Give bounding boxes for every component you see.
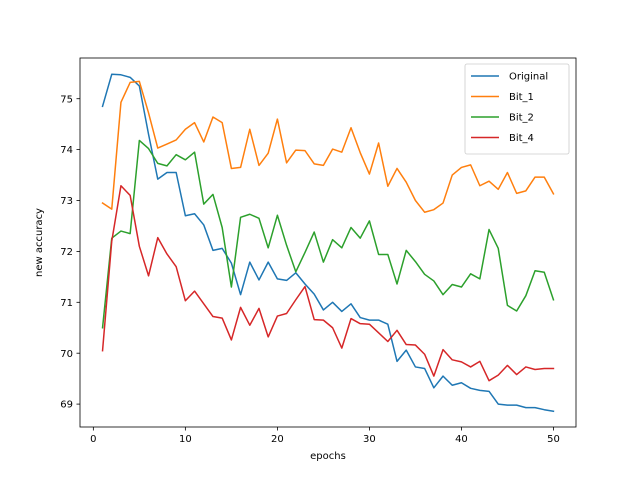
y-tick-label: 73 xyxy=(60,196,73,207)
x-tick-label: 0 xyxy=(90,434,96,445)
series-layer xyxy=(101,73,555,413)
y-tick-label: 75 xyxy=(60,94,73,105)
legend-box xyxy=(464,63,570,155)
legend: Original Bit_1 Bit_2 Bit_4 xyxy=(464,63,570,155)
legend-label-bit-1: Bit_1 xyxy=(509,92,534,103)
x-tick-label: 50 xyxy=(547,434,560,445)
y-tick-label: 70 xyxy=(60,349,73,360)
y-tick-label: 74 xyxy=(60,145,73,156)
x-tick-label: 30 xyxy=(363,434,376,445)
y-tick-label: 72 xyxy=(60,247,73,258)
x-axis-ticks: 0 10 20 30 40 50 xyxy=(90,427,560,445)
y-tick-label: 69 xyxy=(60,400,73,411)
x-tick-label: 20 xyxy=(271,434,284,445)
x-tick-label: 40 xyxy=(455,434,468,445)
x-tick-label: 10 xyxy=(179,434,192,445)
legend-label-original: Original xyxy=(509,72,548,83)
legend-label-bit-4: Bit_4 xyxy=(509,133,534,144)
x-axis-label: epochs xyxy=(310,451,346,462)
legend-label-bit-2: Bit_2 xyxy=(509,113,534,124)
y-axis-label: new accuracy xyxy=(34,208,45,277)
series-line-bit-2 xyxy=(101,139,555,329)
series-line-bit-1 xyxy=(101,80,555,213)
y-tick-label: 71 xyxy=(60,298,73,309)
axes-frame xyxy=(79,57,577,428)
y-axis-ticks: 69 70 71 72 73 74 75 xyxy=(60,94,80,411)
series-line-original xyxy=(101,73,555,413)
series-line-bit-4 xyxy=(101,185,555,382)
